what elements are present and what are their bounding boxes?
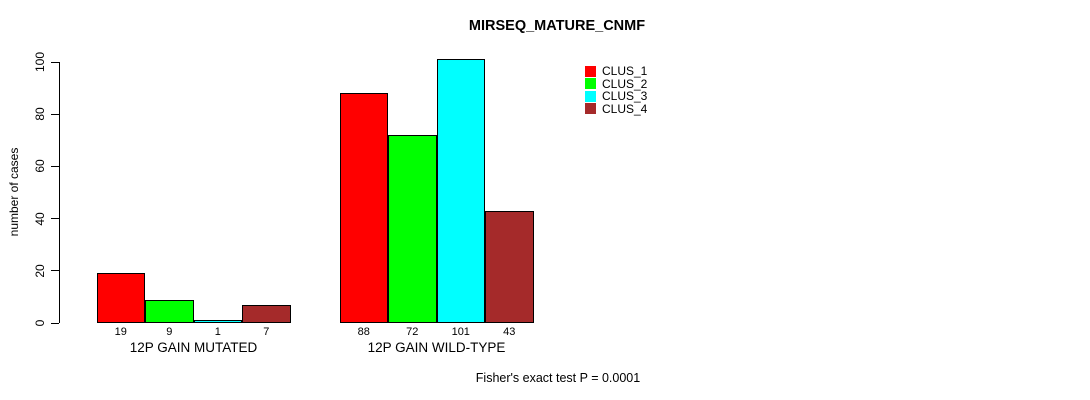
caption-text: Fisher's exact test P = 0.0001 (475, 371, 641, 385)
y-tick-mark (51, 113, 59, 115)
legend-swatch-icon (585, 78, 596, 90)
bar-clus_1-1 (96, 273, 145, 323)
y-tick-label: 100 (33, 51, 47, 73)
y-axis-line (59, 62, 60, 323)
legend-row-clus_4: CLUS_4 (585, 103, 647, 116)
bar-value-label: 101 (451, 326, 470, 338)
bar-value-label: 19 (114, 326, 127, 338)
chart-title: MIRSEQ_MATURE_CNMF (468, 18, 646, 34)
group-label: 12P GAIN MUTATED (129, 340, 258, 355)
bar-value-label: 7 (263, 326, 270, 338)
legend-swatch-icon (585, 90, 596, 102)
y-tick-label: 40 (33, 211, 47, 226)
y-tick-label: 0 (33, 319, 47, 327)
y-tick-mark (51, 270, 59, 272)
bar-value-label: 88 (357, 326, 370, 338)
bar-value-label: 43 (503, 326, 516, 338)
bar-clus_4-2 (485, 210, 534, 323)
bar-value-label: 1 (214, 326, 221, 338)
y-tick-label: 60 (33, 159, 47, 174)
y-tick-mark (51, 322, 59, 324)
legend-label: CLUS_3 (602, 89, 648, 104)
legend-row-clus_1: CLUS_1 (585, 65, 647, 78)
bar-clus_2-1 (145, 299, 194, 323)
legend-label: CLUS_2 (602, 76, 648, 91)
bar-clus_3-1 (193, 320, 242, 323)
y-tick-label: 80 (33, 107, 47, 121)
legend-swatch-icon (585, 65, 596, 77)
y-tick-mark (51, 61, 59, 63)
y-tick-mark (51, 165, 59, 167)
legend-label: CLUS_1 (602, 64, 648, 79)
y-tick-mark (51, 218, 59, 220)
bar-clus_2-2 (388, 135, 437, 323)
legend-row-clus_2: CLUS_2 (585, 78, 647, 91)
bar-clus_1-2 (339, 93, 388, 323)
legend-label: CLUS_4 (602, 101, 648, 116)
y-tick-label: 20 (33, 264, 47, 278)
bar-value-label: 9 (166, 326, 173, 338)
y-axis-label: number of cases (7, 147, 21, 237)
group-label: 12P GAIN WILD-TYPE (367, 340, 506, 355)
bar-clus_4-1 (242, 304, 291, 323)
bar-clus_3-2 (436, 59, 485, 323)
legend: CLUS_1 CLUS_2 CLUS_3 CLUS_4 (585, 65, 647, 115)
bar-value-label: 72 (406, 326, 419, 338)
legend-swatch-icon (585, 103, 596, 115)
legend-row-clus_3: CLUS_3 (585, 90, 647, 103)
